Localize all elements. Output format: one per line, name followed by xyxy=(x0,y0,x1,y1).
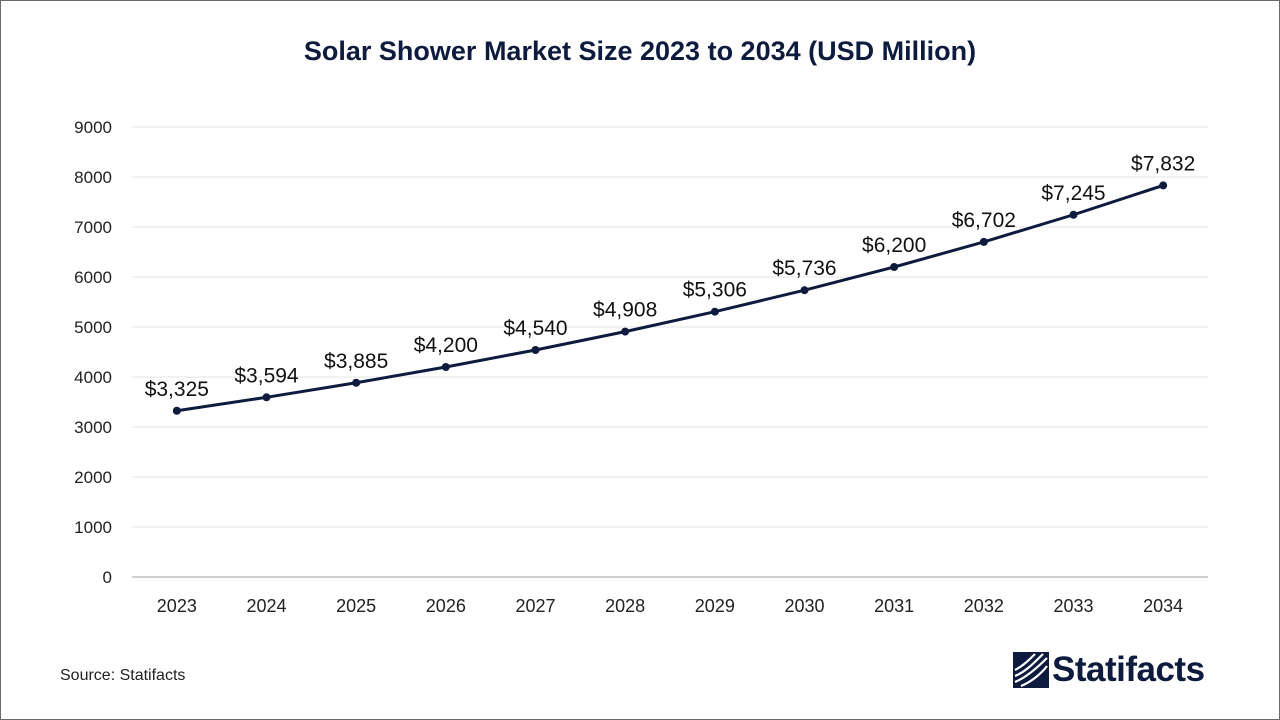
statifacts-logo-icon xyxy=(1013,652,1049,688)
x-tick-label: 2032 xyxy=(964,596,1004,616)
y-tick-label: 9000 xyxy=(74,118,112,137)
y-tick-label: 7000 xyxy=(74,218,112,237)
y-tick-label: 4000 xyxy=(74,368,112,387)
data-label: $5,736 xyxy=(772,257,836,280)
y-tick-label: 5000 xyxy=(74,318,112,337)
x-tick-label: 2030 xyxy=(784,596,824,616)
source-note: Source: Statifacts xyxy=(60,667,186,684)
data-label: $4,908 xyxy=(593,299,657,322)
x-tick-label: 2027 xyxy=(515,596,555,616)
x-tick-label: 2025 xyxy=(336,596,376,616)
y-tick-label: 0 xyxy=(103,568,112,587)
data-point xyxy=(352,378,361,387)
y-tick-label: 6000 xyxy=(74,268,112,287)
x-tick-label: 2034 xyxy=(1143,596,1183,616)
data-point xyxy=(979,237,988,246)
data-point xyxy=(531,346,540,354)
chart-title: Solar Shower Market Size 2023 to 2034 (U… xyxy=(303,36,977,66)
data-label: $4,200 xyxy=(414,334,478,357)
x-tick-label: 2026 xyxy=(426,596,466,616)
data-point xyxy=(441,363,450,371)
x-tick-label: 2028 xyxy=(605,596,645,616)
x-tick-label: 2033 xyxy=(1053,596,1093,616)
series-line xyxy=(176,183,1164,413)
data-point xyxy=(1159,181,1168,190)
data-point xyxy=(621,327,630,336)
data-point xyxy=(1069,210,1078,219)
y-tick-label: 2000 xyxy=(74,468,112,487)
data-label: $7,245 xyxy=(1041,182,1105,205)
data-point xyxy=(890,263,899,271)
y-tick-label: 3000 xyxy=(74,418,112,437)
data-label: $3,885 xyxy=(324,350,388,373)
y-tick-label: 8000 xyxy=(74,168,112,187)
brand-logo: Statifacts xyxy=(1013,650,1205,690)
data-label: $3,325 xyxy=(145,378,209,401)
data-label: $4,540 xyxy=(503,317,567,340)
data-point xyxy=(800,286,809,295)
x-tick-label: 2023 xyxy=(157,596,197,616)
x-tick-label: 2024 xyxy=(246,596,286,616)
data-label: $3,594 xyxy=(234,364,299,387)
data-point xyxy=(710,307,719,316)
y-tick-label: 1000 xyxy=(74,518,112,537)
data-label: $6,200 xyxy=(862,234,926,257)
brand-name: Statifacts xyxy=(1052,650,1205,689)
data-label: $5,306 xyxy=(683,279,747,302)
data-point xyxy=(172,406,181,415)
data-label: $6,702 xyxy=(952,209,1016,232)
data-label: $7,832 xyxy=(1131,152,1195,175)
x-tick-label: 2031 xyxy=(874,596,914,616)
x-tick-label: 2029 xyxy=(695,596,735,616)
data-point xyxy=(262,393,271,402)
